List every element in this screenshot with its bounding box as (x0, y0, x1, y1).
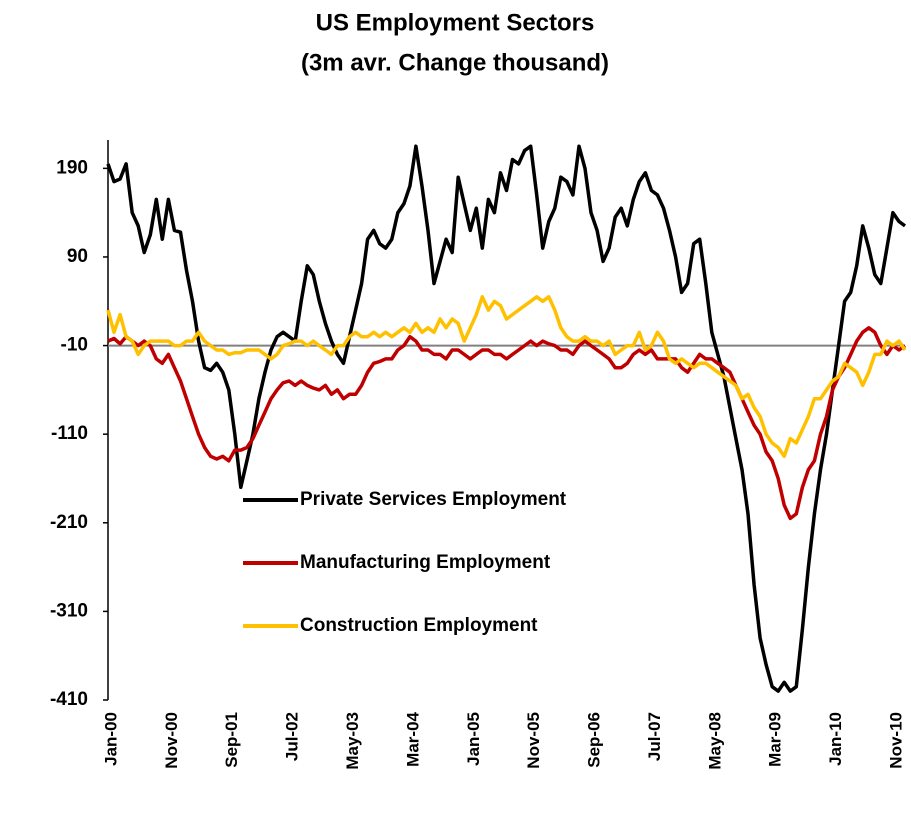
legend-label: Private Services Employment (300, 489, 567, 510)
y-tick-label: -10 (61, 335, 88, 356)
y-tick-label: -210 (50, 512, 88, 533)
x-tick-label: Mar-04 (403, 711, 422, 766)
x-tick-label: Sep-06 (585, 712, 604, 768)
y-tick-label: 190 (56, 157, 88, 178)
series-line (107, 326, 907, 521)
x-tick-label: Nov-10 (886, 712, 905, 769)
x-tick-label: Nov-05 (524, 712, 543, 769)
series-line (106, 295, 907, 459)
x-tick-label: May-08 (705, 712, 724, 770)
chart-subtitle: (3m avr. Change thousand) (301, 49, 609, 76)
x-tick-label: May-03 (343, 712, 362, 770)
legend-label: Construction Employment (300, 615, 538, 636)
y-tick-label: -410 (50, 689, 88, 710)
x-tick-label: Jan-10 (826, 712, 845, 766)
series-line (106, 144, 907, 693)
legend-label: Manufacturing Employment (300, 552, 551, 573)
x-tick-label: Jul-07 (645, 712, 664, 761)
x-tick-label: Jan-00 (101, 712, 120, 766)
x-tick-label: Sep-01 (222, 712, 241, 768)
x-tick-label: Jan-05 (464, 712, 483, 766)
y-tick-label: 90 (67, 246, 88, 267)
x-tick-label: Mar-09 (766, 712, 785, 767)
y-tick-label: -110 (51, 423, 88, 444)
x-tick-label: Jul-02 (283, 712, 302, 761)
x-tick-label: Nov-00 (162, 712, 181, 769)
y-tick-label: -310 (50, 600, 88, 621)
chart-title: US Employment Sectors (316, 9, 595, 36)
